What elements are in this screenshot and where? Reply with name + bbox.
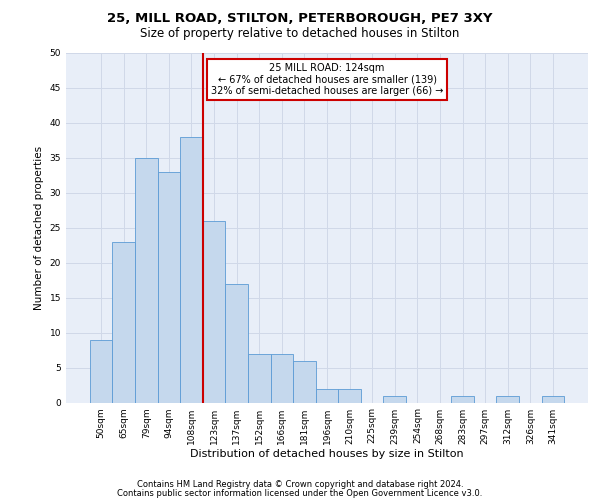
- Text: 25 MILL ROAD: 124sqm
← 67% of detached houses are smaller (139)
32% of semi-deta: 25 MILL ROAD: 124sqm ← 67% of detached h…: [211, 63, 443, 96]
- Bar: [180, 136, 203, 402]
- Bar: [338, 388, 361, 402]
- Bar: [451, 396, 474, 402]
- Bar: [248, 354, 271, 403]
- Bar: [542, 396, 564, 402]
- Bar: [135, 158, 158, 402]
- Text: Contains HM Land Registry data © Crown copyright and database right 2024.: Contains HM Land Registry data © Crown c…: [137, 480, 463, 489]
- Bar: [293, 360, 316, 403]
- Bar: [316, 388, 338, 402]
- Bar: [496, 396, 519, 402]
- Y-axis label: Number of detached properties: Number of detached properties: [34, 146, 44, 310]
- Bar: [383, 396, 406, 402]
- Bar: [226, 284, 248, 403]
- Bar: [158, 172, 180, 402]
- Bar: [90, 340, 112, 402]
- Bar: [271, 354, 293, 403]
- Text: Contains public sector information licensed under the Open Government Licence v3: Contains public sector information licen…: [118, 488, 482, 498]
- Text: 25, MILL ROAD, STILTON, PETERBOROUGH, PE7 3XY: 25, MILL ROAD, STILTON, PETERBOROUGH, PE…: [107, 12, 493, 26]
- Text: Size of property relative to detached houses in Stilton: Size of property relative to detached ho…: [140, 28, 460, 40]
- Bar: [203, 220, 226, 402]
- Bar: [112, 242, 135, 402]
- X-axis label: Distribution of detached houses by size in Stilton: Distribution of detached houses by size …: [190, 450, 464, 460]
